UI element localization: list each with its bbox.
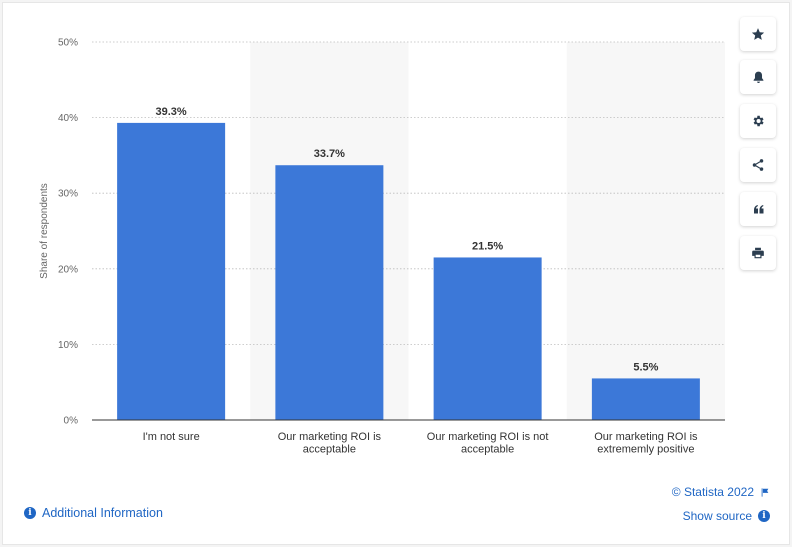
info-icon: i — [24, 507, 36, 519]
y-tick-label: 0% — [64, 416, 79, 427]
x-tick-label: Our marketing ROI is acceptable — [278, 431, 382, 456]
print-button[interactable] — [740, 236, 776, 270]
show-source-link[interactable]: Show source i — [683, 509, 770, 523]
favorite-button[interactable] — [740, 17, 776, 51]
y-tick-label: 20% — [58, 264, 78, 275]
share-button[interactable] — [740, 148, 776, 182]
value-label: 21.5% — [472, 240, 503, 252]
x-tick-label: I'm not sure — [143, 431, 200, 443]
copyright-link[interactable]: © Statista 2022 — [672, 485, 770, 499]
notification-button[interactable] — [740, 60, 776, 94]
x-tick-label-line: Our marketing ROI is — [594, 431, 698, 443]
x-tick-label-line: Our marketing ROI is not — [427, 431, 549, 443]
bar[interactable] — [433, 257, 542, 420]
show-source-label: Show source — [682, 509, 752, 523]
bar[interactable] — [591, 378, 700, 420]
category-band — [566, 42, 725, 420]
bar[interactable] — [275, 165, 384, 420]
flag-icon — [761, 487, 769, 497]
y-tick-label: 30% — [58, 189, 78, 200]
y-tick-label: 50% — [58, 38, 78, 49]
value-labels: 39.3% 33.7% 21.5% 5.5% — [156, 106, 659, 374]
value-label: 39.3% — [156, 106, 187, 118]
x-tick-label-line: extrememly positive — [597, 444, 694, 456]
x-tick-label-line: I'm not sure — [143, 431, 200, 443]
info-icon: i — [758, 510, 770, 522]
quote-icon — [753, 205, 763, 214]
y-axis-title: Share of respondents — [39, 183, 50, 279]
x-tick-label: Our marketing ROI is extrememly positive — [594, 431, 698, 456]
copyright-text: © Statista 2022 — [671, 485, 754, 499]
print-icon — [752, 247, 764, 259]
y-tick-label: 40% — [58, 113, 78, 124]
bar[interactable] — [117, 122, 226, 420]
value-label: 5.5% — [633, 361, 658, 373]
x-tick-label: Our marketing ROI is not acceptable — [427, 431, 549, 456]
x-tick-label-line: acceptable — [461, 444, 514, 456]
cite-button[interactable] — [740, 192, 776, 226]
x-tick-label-line: acceptable — [303, 444, 356, 456]
y-axis-ticks: 0% 10% 20% 30% 40% 50% — [58, 38, 78, 427]
additional-information-label: Additional Information — [42, 506, 163, 520]
star-icon — [751, 28, 765, 40]
additional-information-link[interactable]: i Additional Information — [24, 506, 163, 520]
share-icon — [752, 159, 764, 171]
x-axis-labels: I'm not sure Our marketing ROI is acceptab… — [143, 431, 698, 456]
bell-icon — [753, 71, 763, 83]
bars — [117, 122, 700, 420]
x-tick-label-line: Our marketing ROI is — [278, 431, 382, 443]
value-label: 33.7% — [314, 148, 345, 160]
gear-icon — [753, 115, 764, 127]
settings-button[interactable] — [740, 104, 776, 138]
y-tick-label: 10% — [58, 340, 78, 351]
